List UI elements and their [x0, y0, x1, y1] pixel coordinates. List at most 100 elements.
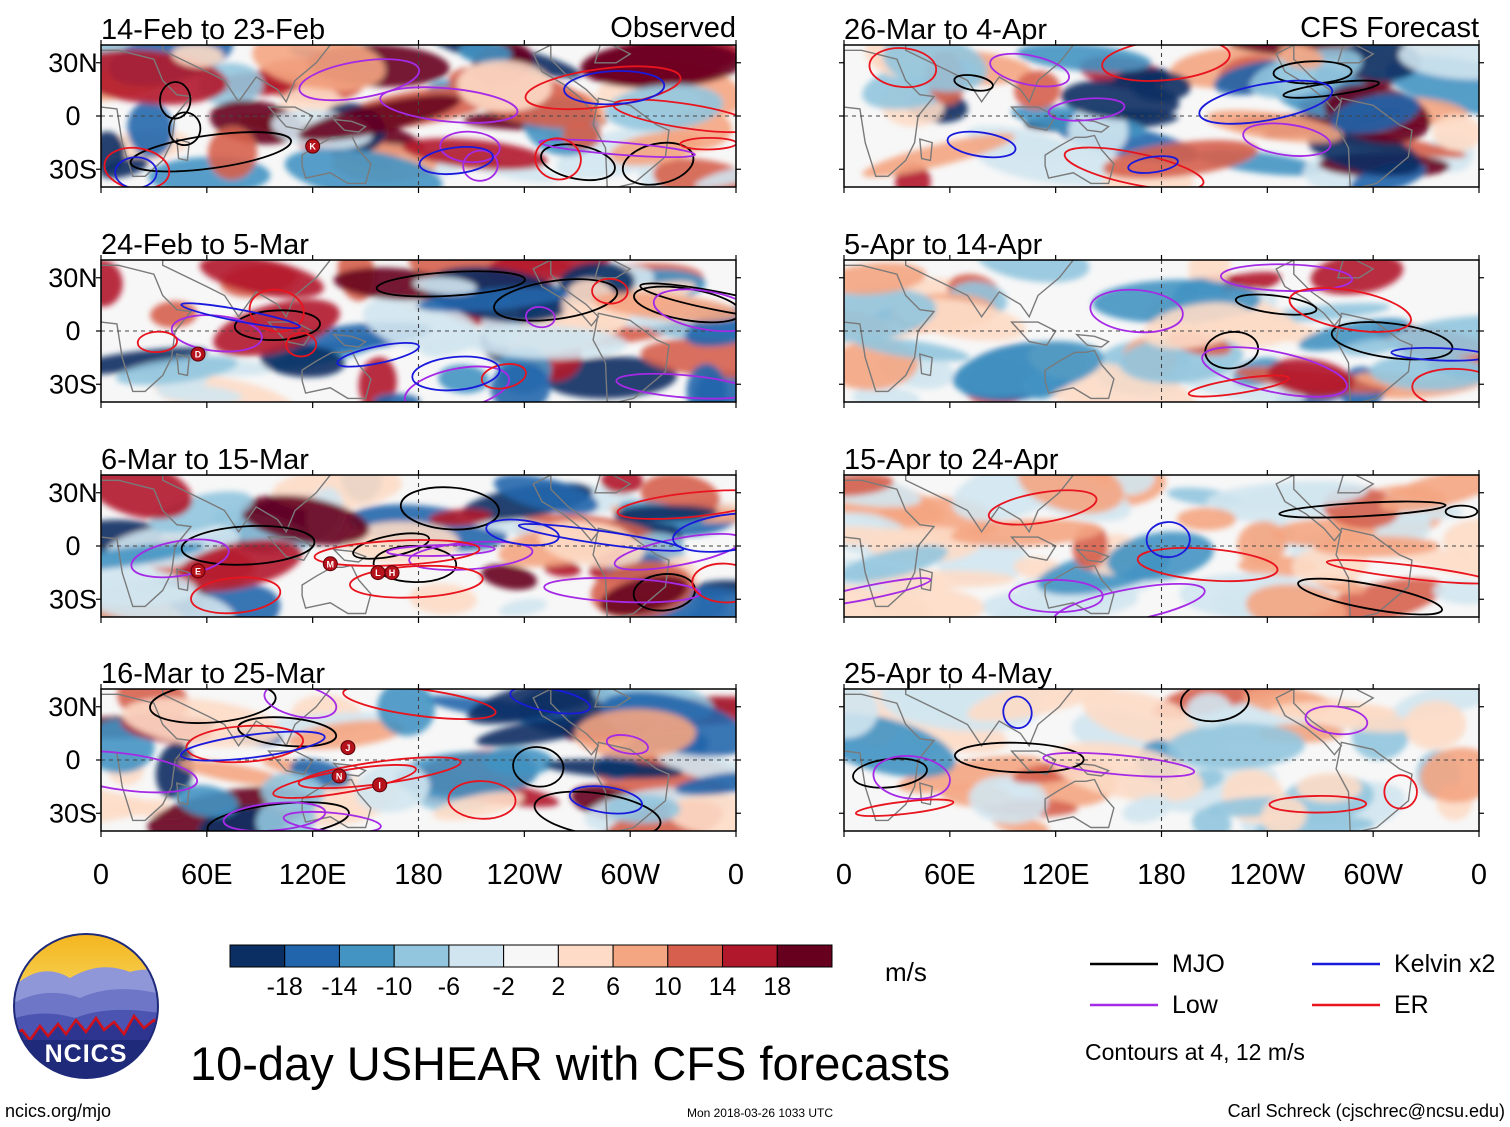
colorbar-swatch — [612, 944, 669, 968]
x-axes: 0 60E 120E 180 120W 60W 0 0 60E 120E 180 120W 60W 0 — [93, 859, 1487, 891]
y-tick-label: 30S — [49, 369, 97, 399]
colorbar-swatch — [393, 944, 450, 968]
panel-period: 16-Mar to 25-Mar — [101, 658, 325, 690]
colorbar-tick: -14 — [321, 973, 357, 1001]
figure-title: 10-day USHEAR with CFS forecasts — [190, 1037, 950, 1090]
x-tick-label: 120W — [1229, 859, 1305, 891]
colorbar-swatch — [338, 944, 395, 968]
y-tick-label: 30N — [48, 692, 98, 722]
x-tick-label: 0 — [836, 859, 852, 891]
x-tick-label: 120W — [486, 859, 562, 891]
contour-note: Contours at 4, 12 m/s — [1085, 1039, 1305, 1065]
colorbar-tick: -6 — [438, 973, 460, 1001]
column-title-observed: Observed — [610, 12, 736, 44]
colorbar-tick: -18 — [267, 973, 303, 1001]
x-tick-label: 60W — [600, 859, 660, 891]
panel-7: 15-Apr to 24-Apr — [839, 444, 1484, 623]
colorbar-swatch — [229, 944, 286, 968]
storm-label: N — [336, 771, 343, 781]
panel-1: K 30N 0 30S 14-Feb to 23-Feb — [48, 14, 741, 193]
x-tick-label: 180 — [394, 859, 442, 891]
legend-label: MJO — [1172, 950, 1225, 978]
panel-3: E M L H 30N 0 30S 6-Mar to 15-Mar — [48, 444, 741, 623]
y-tick-label: 0 — [65, 531, 80, 561]
column-title-forecast: CFS Forecast — [1300, 12, 1479, 44]
storm-marker: J — [340, 740, 356, 756]
storm-label: E — [195, 566, 201, 576]
x-tick-label: 120E — [279, 859, 347, 891]
colorbar-swatch — [284, 944, 340, 968]
colorbar-swatch — [448, 944, 505, 968]
x-tick-label: 0 — [93, 859, 109, 891]
x-tick-label: 60E — [181, 859, 233, 891]
panel-period: 14-Feb to 23-Feb — [101, 14, 325, 46]
legend-item: Kelvin x2 — [1312, 950, 1495, 978]
panel-6: 5-Apr to 14-Apr — [839, 229, 1484, 408]
y-tick-label: 30N — [48, 48, 98, 78]
map-panels: K 30N 0 30S 14-Feb to 23-Feb D 30N 0 30S 24-Feb t… — [48, 12, 1484, 837]
panel-2: D 30N 0 30S 24-Feb to 5-Mar — [48, 229, 741, 408]
panel-period: 6-Mar to 15-Mar — [101, 444, 309, 476]
y-tick-label: 30N — [48, 478, 98, 508]
storm-label: I — [378, 780, 381, 790]
y-tick-label: 30S — [49, 154, 97, 184]
legend-label: Low — [1172, 991, 1219, 1019]
contour-legend: MJO Kelvin x2 Low ER — [1090, 950, 1495, 1019]
storm-marker: I — [372, 777, 388, 793]
y-tick-label: 30N — [48, 263, 98, 293]
panel-4: J N I 30N 0 30S 16-Mar to 25-Mar — [48, 658, 741, 837]
storm-label: M — [327, 559, 335, 569]
colorbar-tick: -2 — [493, 973, 515, 1001]
colorbar-tick: -10 — [376, 973, 412, 1001]
x-tick-label: 120E — [1022, 859, 1090, 891]
x-tick-label: 180 — [1137, 859, 1185, 891]
x-tick-label: 60E — [924, 859, 976, 891]
colorbar-swatch — [667, 944, 724, 968]
colorbar: -18 -14 -10 -6 -2 2 6 10 14 18 — [229, 944, 833, 1001]
panel-period: 26-Mar to 4-Apr — [844, 14, 1047, 46]
panel-period: 15-Apr to 24-Apr — [844, 444, 1059, 476]
storm-marker: H — [384, 565, 400, 581]
colorbar-swatch — [503, 944, 559, 968]
legend-label: Kelvin x2 — [1394, 950, 1495, 978]
footer-timestamp: Mon 2018-03-26 1033 UTC — [687, 1106, 833, 1120]
colorbar-tick: 14 — [709, 973, 737, 1001]
x-tick-label: 0 — [728, 859, 744, 891]
storm-marker: K — [305, 138, 321, 154]
y-tick-label: 0 — [65, 745, 80, 775]
panel-period: 24-Feb to 5-Mar — [101, 229, 309, 261]
panel-period: 5-Apr to 14-Apr — [844, 229, 1043, 261]
colorbar-swatch — [722, 944, 778, 968]
panel-8: 25-Apr to 4-May — [839, 658, 1484, 837]
y-tick-label: 0 — [65, 101, 80, 131]
footer-site: ncics.org/mjo — [5, 1101, 111, 1121]
storm-label: D — [195, 350, 202, 360]
colorbar-swatch — [557, 944, 614, 968]
colorbar-units: m/s — [885, 957, 927, 987]
colorbar-swatch — [776, 944, 833, 968]
storm-marker: E — [190, 563, 206, 579]
logo-text: NCICS — [45, 1040, 128, 1068]
colorbar-tick: 18 — [763, 973, 791, 1001]
legend-label: ER — [1394, 991, 1429, 1019]
storm-marker: D — [190, 346, 206, 362]
y-tick-label: 30S — [49, 584, 97, 614]
y-tick-label: 0 — [65, 316, 80, 346]
storm-label: K — [309, 142, 316, 152]
colorbar-tick: 2 — [551, 973, 565, 1001]
storm-marker: L — [370, 565, 386, 581]
storm-marker: M — [322, 556, 338, 572]
colorbar-tick: 10 — [654, 973, 682, 1001]
x-tick-label: 60W — [1343, 859, 1403, 891]
storm-label: J — [345, 743, 350, 753]
storm-marker: N — [331, 768, 347, 784]
panel-5: 26-Mar to 4-Apr — [839, 14, 1484, 193]
legend-item: Low — [1090, 991, 1219, 1019]
y-tick-label: 30S — [49, 798, 97, 828]
colorbar-tick: 6 — [606, 973, 620, 1001]
panel-period: 25-Apr to 4-May — [844, 658, 1052, 690]
footer-credit: Carl Schreck (cjschrec@ncsu.edu) — [1228, 1101, 1505, 1121]
legend-item: ER — [1312, 991, 1429, 1019]
legend-item: MJO — [1090, 950, 1225, 978]
